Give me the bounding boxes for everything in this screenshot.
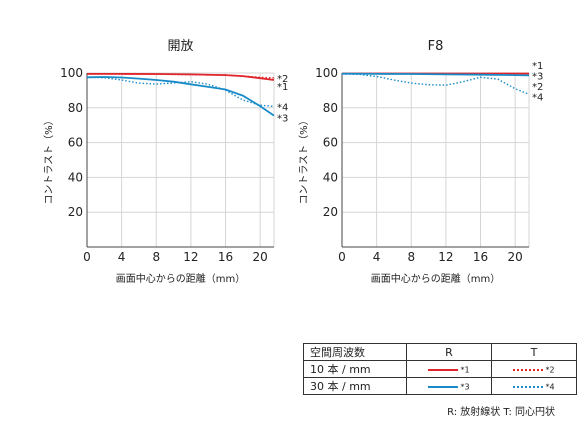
legend-sample-r2: *3	[406, 377, 492, 395]
x-tick-label: 0	[83, 250, 91, 264]
y-tick-label: 100	[315, 66, 338, 80]
y-tick-label: 60	[323, 136, 338, 150]
legend-table: 空間周波数 R T 10 本 / mm *1 *2 30 本 / mm *3 *…	[303, 343, 577, 395]
y-tick-label: 80	[323, 101, 338, 115]
x-tick-label: 0	[338, 250, 346, 264]
legend-sample-r1: *1	[406, 360, 492, 378]
x-tick-label: 16	[473, 250, 488, 264]
x-tick-label: 8	[407, 250, 415, 264]
y-tick-label: 100	[60, 66, 83, 80]
y-tick-label: 40	[68, 170, 83, 184]
legend-row-label: 30 本 / mm	[303, 377, 407, 395]
legend-tag: *1	[460, 365, 470, 374]
x-axis-label: 画面中心からの距離（mm）	[116, 272, 245, 285]
y-axis-label: コントラスト（%）	[43, 115, 55, 204]
legend-header-label: 空間周波数	[303, 343, 407, 361]
legend-tag: *3	[460, 382, 470, 391]
series-end-label: *3	[532, 72, 543, 83]
y-tick-label: 20	[68, 205, 83, 219]
series-line-mtf4	[341, 73, 530, 95]
x-tick-label: 4	[373, 250, 381, 264]
x-tick-label: 4	[118, 250, 126, 264]
legend-swatch-solid-blue	[428, 385, 459, 388]
legend-row-30: 30 本 / mm *3 *4	[303, 377, 577, 395]
chart-title: F8	[428, 39, 444, 54]
x-tick-label: 16	[218, 250, 233, 264]
legend-swatch-dotted-red	[513, 368, 544, 371]
x-tick-label: 8	[152, 250, 160, 264]
legend-row-label: 10 本 / mm	[303, 360, 407, 378]
chart-f8: 20 40 60 80 100 0 4 8 12 16 20 F8 画面中心からの距離（mm） コントラス…	[298, 39, 543, 285]
x-axis-label: 画面中心からの距離（mm）	[371, 272, 500, 285]
series-line-mtf3	[341, 72, 530, 77]
legend-tag: *4	[545, 382, 555, 391]
y-tick-label: 60	[68, 136, 83, 150]
series-end-label: *2	[277, 74, 288, 85]
series-line-mtf4	[86, 76, 275, 108]
x-tick-label: 20	[253, 250, 268, 264]
y-tick-label: 80	[68, 101, 83, 115]
legend-row-10: 10 本 / mm *1 *2	[303, 360, 577, 378]
legend-swatch-dotted-blue	[513, 385, 544, 388]
series-end-label: *3	[277, 113, 288, 124]
legend-col-t: T	[491, 343, 577, 361]
series-end-label: *4	[277, 102, 288, 113]
legend-sample-t2: *4	[491, 377, 577, 395]
series-end-label: *1	[532, 61, 543, 72]
series-line-mtf1	[87, 73, 275, 81]
legend-note: R: 放射線状 T: 同心円状	[447, 407, 555, 418]
chart-title: 開放	[167, 39, 193, 54]
legend-swatch-solid-red	[428, 368, 459, 371]
x-tick-label: 20	[508, 250, 523, 264]
series-end-label: *1	[277, 82, 288, 93]
y-axis-label: コントラスト（%）	[298, 115, 310, 204]
x-tick-label: 12	[183, 250, 198, 264]
legend-sample-t1: *2	[491, 360, 577, 378]
y-tick-label: 20	[323, 205, 338, 219]
series-end-label: *4	[532, 92, 543, 103]
legend-tag: *2	[545, 365, 555, 374]
x-tick-label: 12	[438, 250, 453, 264]
series-line-mtf3	[86, 76, 275, 117]
legend-col-r: R	[406, 343, 492, 361]
legend-header-row: 空間周波数 R T	[303, 343, 577, 361]
y-tick-label: 40	[323, 170, 338, 184]
series-end-label: *2	[532, 82, 543, 93]
